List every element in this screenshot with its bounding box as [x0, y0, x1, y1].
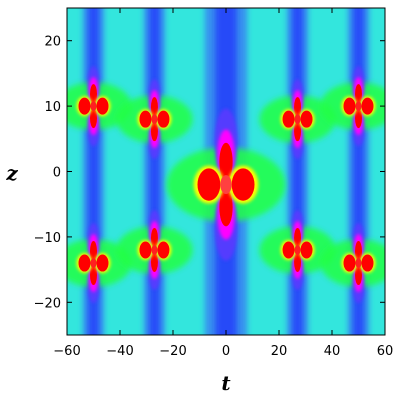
band-core-0: [88, 8, 99, 335]
peak-2: [280, 79, 315, 160]
peak-8: [193, 108, 259, 261]
x-tick-label: 40: [324, 344, 341, 359]
x-axis: −60 −40 −20 0 20 40 60: [53, 8, 393, 359]
x-tick-label: −60: [53, 344, 80, 359]
y-tick-label: 0: [53, 166, 61, 181]
peak-1: [137, 79, 172, 160]
peak-0: [76, 66, 111, 147]
y-axis-title: z: [5, 161, 18, 185]
x-tick-label: −40: [106, 344, 133, 359]
peak-6: [280, 209, 315, 290]
peak-7: [341, 223, 376, 304]
band-core-3: [353, 8, 364, 335]
band-core-1: [149, 8, 160, 335]
x-tick-label: 20: [271, 344, 288, 359]
peak-3: [341, 66, 376, 147]
peak-4: [76, 223, 111, 304]
y-axis: −20 −10 0 10 20: [34, 35, 385, 311]
y-tick-label: 10: [44, 100, 61, 115]
x-tick-label: 60: [377, 344, 394, 359]
peak-5: [137, 209, 172, 290]
x-axis-title: t: [221, 371, 231, 395]
y-tick-label: −20: [34, 296, 61, 311]
y-tick-label: −10: [34, 231, 61, 246]
x-tick-label: 0: [222, 344, 230, 359]
peak-layer: [76, 66, 376, 304]
band-core-2: [292, 8, 303, 335]
x-tick-label: −20: [159, 344, 186, 359]
plot-area: [67, 8, 385, 335]
y-tick-label: 20: [44, 35, 61, 50]
